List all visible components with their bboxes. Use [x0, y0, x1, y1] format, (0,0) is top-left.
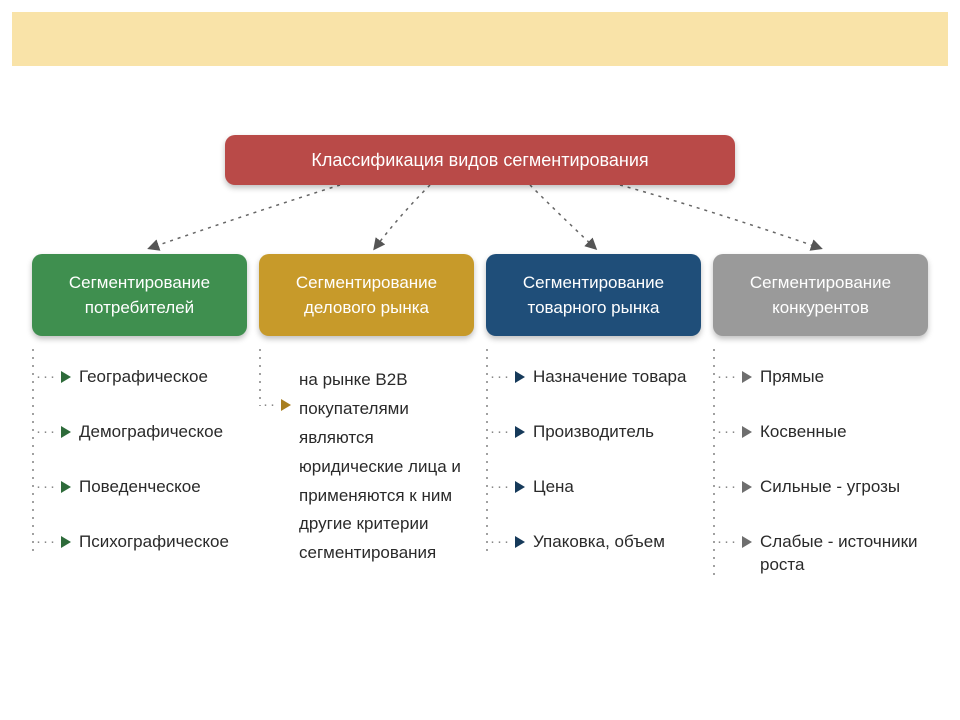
list-item: ··· Слабые - источники роста — [717, 531, 928, 577]
bullet-arrow-icon — [281, 399, 291, 411]
paragraph-item: ·· на рынке B2B покупателями являются юр… — [263, 366, 474, 568]
bullet-arrow-icon — [742, 371, 752, 383]
branch-title-line2: товарного рынка — [528, 295, 660, 321]
bullet-arrow-icon — [515, 536, 525, 548]
bullet-arrow-icon — [742, 536, 752, 548]
root-node: Классификация видов сегментирования — [225, 135, 735, 185]
item-text: Косвенные — [760, 421, 928, 444]
bullet-arrow-icon — [61, 536, 71, 548]
bullet-arrow-icon — [742, 481, 752, 493]
h-dots: ··· — [490, 421, 511, 442]
branch-items-consumers: ··· Географическое ··· Демографическое ·… — [32, 366, 247, 554]
item-text: Цена — [533, 476, 701, 499]
vertical-dots — [32, 346, 34, 554]
branch-title-line2: делового рынка — [304, 295, 429, 321]
bullet-arrow-icon — [61, 371, 71, 383]
branch-title-line1: Сегментирование — [69, 270, 210, 296]
h-dots: ··· — [717, 366, 738, 387]
item-text: Упаковка, объем — [533, 531, 701, 554]
item-text: Поведенческое — [79, 476, 247, 499]
branch-consumers: Сегментирование потребителей ··· Географ… — [32, 254, 247, 577]
list-item: ··· Упаковка, объем — [490, 531, 701, 554]
h-dots: ·· — [263, 394, 277, 415]
h-dots: ··· — [36, 476, 57, 497]
item-text: Сильные - угрозы — [760, 476, 928, 499]
branch-title-line1: Сегментирование — [296, 270, 437, 296]
list-item: ··· Цена — [490, 476, 701, 499]
branch-title-line2: потребителей — [85, 295, 194, 321]
h-dots: ··· — [490, 476, 511, 497]
branch-box-product: Сегментирование товарного рынка — [486, 254, 701, 336]
h-dots: ··· — [717, 476, 738, 497]
branch-product: Сегментирование товарного рынка ··· Назн… — [486, 254, 701, 577]
bullet-arrow-icon — [515, 481, 525, 493]
branch-box-consumers: Сегментирование потребителей — [32, 254, 247, 336]
item-text: Слабые - источники роста — [760, 531, 928, 577]
bullet-arrow-icon — [61, 426, 71, 438]
h-dots: ··· — [490, 366, 511, 387]
bullet-arrow-icon — [515, 371, 525, 383]
branch-title-line1: Сегментирование — [750, 270, 891, 296]
item-text: Демографическое — [79, 421, 247, 444]
branch-title-line1: Сегментирование — [523, 270, 664, 296]
list-item: ··· Назначение товара — [490, 366, 701, 389]
bullet-arrow-icon — [61, 481, 71, 493]
list-item: ··· Поведенческое — [36, 476, 247, 499]
list-item: ··· Географическое — [36, 366, 247, 389]
top-banner — [12, 12, 948, 66]
h-dots: ··· — [717, 421, 738, 442]
paragraph-text: на рынке B2B покупателями являются юриди… — [299, 366, 474, 568]
list-item: ··· Психографическое — [36, 531, 247, 554]
item-text: Назначение товара — [533, 366, 701, 389]
list-item: ··· Демографическое — [36, 421, 247, 444]
h-dots: ··· — [36, 421, 57, 442]
item-text: Географическое — [79, 366, 247, 389]
branch-items-competitors: ··· Прямые ··· Косвенные ··· Сильные - у… — [713, 366, 928, 577]
root-node-label: Классификация видов сегментирования — [311, 150, 648, 171]
list-item: ··· Косвенные — [717, 421, 928, 444]
h-dots: ··· — [36, 531, 57, 552]
bullet-arrow-icon — [515, 426, 525, 438]
branch-business: Сегментирование делового рынка ·· на рын… — [259, 254, 474, 577]
list-item: ··· Сильные - угрозы — [717, 476, 928, 499]
list-item: ··· Прямые — [717, 366, 928, 389]
list-item: ··· Производитель — [490, 421, 701, 444]
branch-competitors: Сегментирование конкурентов ··· Прямые ·… — [713, 254, 928, 577]
vertical-dots — [486, 346, 488, 554]
branch-body-business: ·· на рынке B2B покупателями являются юр… — [259, 366, 474, 568]
item-text: Прямые — [760, 366, 928, 389]
branch-items-product: ··· Назначение товара ··· Производитель … — [486, 366, 701, 554]
branch-title-line2: конкурентов — [772, 295, 869, 321]
branch-box-competitors: Сегментирование конкурентов — [713, 254, 928, 336]
bullet-arrow-icon — [742, 426, 752, 438]
item-text: Производитель — [533, 421, 701, 444]
vertical-dots — [259, 346, 261, 406]
branch-box-business: Сегментирование делового рынка — [259, 254, 474, 336]
h-dots: ··· — [717, 531, 738, 552]
item-text: Психографическое — [79, 531, 247, 554]
vertical-dots — [713, 346, 715, 577]
branches-row: Сегментирование потребителей ··· Географ… — [32, 254, 928, 577]
h-dots: ··· — [36, 366, 57, 387]
h-dots: ··· — [490, 531, 511, 552]
